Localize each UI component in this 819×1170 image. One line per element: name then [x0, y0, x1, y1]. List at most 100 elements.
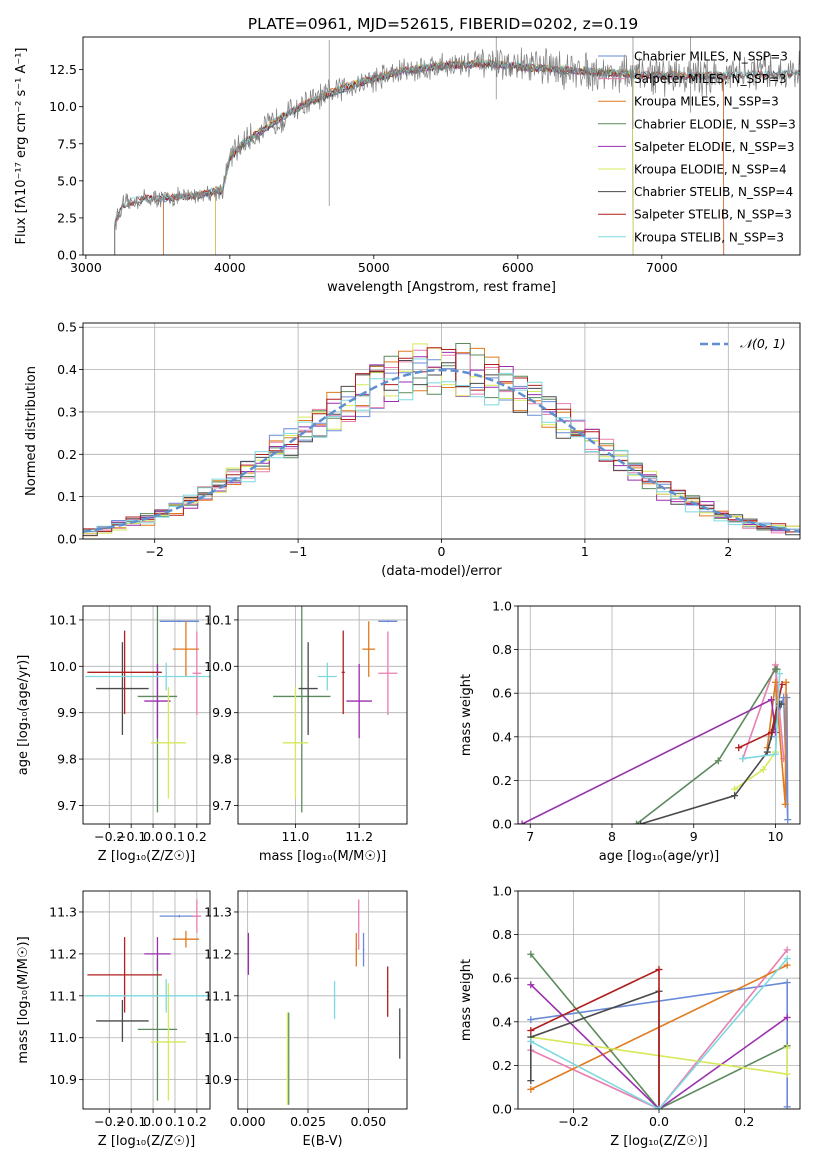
weight-line-chabrier-elodie [530, 953, 788, 1109]
weight-marker [777, 700, 785, 708]
weight-marker [763, 748, 771, 756]
y-tick-label: 0.5 [57, 320, 77, 335]
weight-marker [773, 665, 781, 673]
figure-title: PLATE=0961, MJD=52615, FIBERID=0202, z=0… [248, 15, 638, 33]
y-tick-label: 0.2 [492, 773, 512, 788]
legend: Chabrier MILES, N_SSP=3 Salpeter MILES, N… [598, 50, 796, 244]
panel-age-vs-mass: 11.0 11.2 9.7 9.8 9.9 10.0 10.1 mass [log₁₀(M/M… [204, 605, 408, 864]
plot-area [83, 343, 800, 537]
weight-marker [767, 696, 775, 704]
weight-marker [759, 766, 767, 773]
x-tick-label: 4000 [214, 260, 246, 275]
errorbar-chabrier-stelib [399, 1008, 401, 1059]
y-tick-label: 0.0 [492, 817, 512, 832]
weight-marker [731, 792, 739, 800]
plot-area [85, 899, 210, 1101]
y-tick-label: 0.2 [57, 447, 77, 462]
x-tick-label: 0.0 [649, 1114, 669, 1129]
model-line-kroupa-elodie [215, 58, 634, 255]
x-axis-label: Z [log₁₀(Z/Z☉)] [98, 1134, 195, 1149]
x-tick-label: 0.2 [735, 1114, 755, 1129]
y-tick-label: 0.6 [492, 686, 512, 701]
weight-line-salpeter-elodie [530, 984, 788, 1109]
y-tick-label: 11.1 [49, 988, 77, 1003]
y-tick-label: 9.7 [212, 798, 232, 813]
errorbar-kroupa-miles [172, 930, 200, 948]
histogram-kroupa-stelib [83, 358, 800, 532]
weight-marker [735, 744, 743, 752]
errorbar-chabrier-miles [378, 620, 398, 623]
axes-frame [82, 890, 211, 1110]
axes-frame [237, 890, 408, 1110]
x-tick-label: −0.1 [116, 829, 146, 844]
errorbar-chabrier-stelib [298, 642, 318, 735]
errorbar-kroupa-miles [172, 621, 200, 677]
errorbar-chabrier-stelib [96, 642, 149, 735]
y-tick-label: 9.8 [57, 752, 77, 767]
errorbar-kroupa-elodie [282, 687, 309, 799]
weight-marker [527, 1085, 535, 1093]
model-line-chabrier-elodie [215, 60, 634, 255]
weight-marker [731, 785, 739, 793]
y-tick-label: 12.5 [49, 62, 77, 77]
y-tick-label: 10.1 [204, 612, 232, 627]
errorbar-salpeter-miles [192, 631, 202, 715]
x-axis-label: age [log₁₀(age/yr)] [599, 849, 720, 864]
errorbar-salpeter-elodie [346, 663, 372, 739]
errorbar-salpeter-stelib [87, 630, 162, 715]
plot-area [273, 606, 398, 813]
x-tick-label: 0.000 [230, 1114, 266, 1129]
errorbar-kroupa-stelib [85, 662, 210, 691]
y-tick-label: 10.0 [204, 659, 232, 674]
weight-marker [771, 750, 779, 758]
normal-curve [83, 368, 800, 533]
panel-weight-vs-age: 7 8 9 10 0.0 0.2 0.4 0.6 0.8 1.0 age [log₁₀(age/yr… [459, 599, 801, 864]
errorbar-salpeter-miles [378, 631, 398, 715]
x-tick-label: −1 [289, 544, 307, 559]
panel-mass-vs-ebv: 0.000 0.025 0.050 10.9 11.0 11.1 11.2 11.3 E(B-V… [204, 890, 408, 1149]
y-axis-label: Normed distribution [24, 366, 39, 496]
model-line-salpeter-miles [163, 59, 725, 255]
errorbar-kroupa-elodie [150, 687, 186, 799]
y-tick-label: 10.1 [49, 612, 77, 627]
y-axis-label: Flux [fλ10⁻¹⁷ erg cm⁻² s⁻¹ A⁻¹] [14, 48, 29, 245]
weight-marker [781, 800, 789, 808]
x-tick-label: 0 [438, 544, 446, 559]
weight-line-kroupa-stelib [530, 958, 788, 1109]
errorbar-kroupa-miles [362, 621, 376, 677]
weight-marker [637, 820, 645, 824]
plot-area [527, 946, 791, 1109]
errorbar-chabrier-miles [362, 932, 365, 967]
x-tick-label: −0.2 [94, 1114, 124, 1129]
panel-weight-vs-z: −0.2 0.0 0.2 0.0 0.2 0.4 0.6 0.8 1.0 Z [log₁₀(Z/Z… [459, 884, 801, 1149]
errorbar-salpeter-elodie [247, 932, 250, 975]
x-tick-label: −2 [145, 544, 163, 559]
weight-marker [527, 1016, 535, 1024]
x-axis-label: E(B-V) [302, 1134, 342, 1149]
axes-frame [517, 605, 801, 825]
weight-line-salpeter-elodie [521, 698, 777, 824]
panel-mass-vs-z: −0.2−0.10.0 0.1 0.2 10.9 11.0 11.1 11.2 11.3 Z [… [16, 890, 211, 1149]
y-tick-label: 11.2 [49, 946, 77, 961]
weight-marker [783, 1013, 791, 1021]
axes-frame [82, 605, 211, 825]
x-tick-label: 7000 [646, 260, 678, 275]
weight-marker [527, 1037, 535, 1045]
legend-label: Salpeter ELODIE, N_SSP=3 [634, 140, 795, 154]
errorbar-salpeter-stelib [386, 966, 389, 1017]
y-tick-label: 0.4 [492, 729, 512, 744]
errorbar-salpeter-stelib [341, 630, 345, 715]
y-tick-label: 0.1 [57, 489, 77, 504]
weight-marker [655, 1105, 663, 1109]
weight-marker [776, 670, 784, 678]
weight-marker [783, 1070, 791, 1078]
y-axis-label: age [log₁₀(age/yr)] [16, 655, 31, 776]
legend-label: Kroupa STELIB, N_SSP=3 [634, 230, 784, 244]
weight-marker [767, 728, 775, 736]
errorbar-kroupa-miles [355, 932, 358, 967]
model-line-salpeter-elodie [215, 59, 634, 255]
model-line-chabrier-miles [163, 59, 725, 255]
panel-age-vs-z: −0.2−0.10.0 0.1 0.2 9.7 9.8 9.9 10.0 10.1 Z [log… [16, 605, 211, 864]
model-line-kroupa-miles [163, 58, 725, 255]
